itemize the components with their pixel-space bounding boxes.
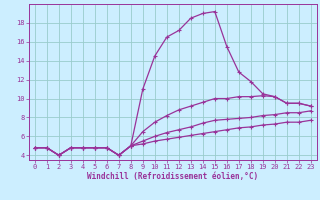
- X-axis label: Windchill (Refroidissement éolien,°C): Windchill (Refroidissement éolien,°C): [87, 172, 258, 181]
